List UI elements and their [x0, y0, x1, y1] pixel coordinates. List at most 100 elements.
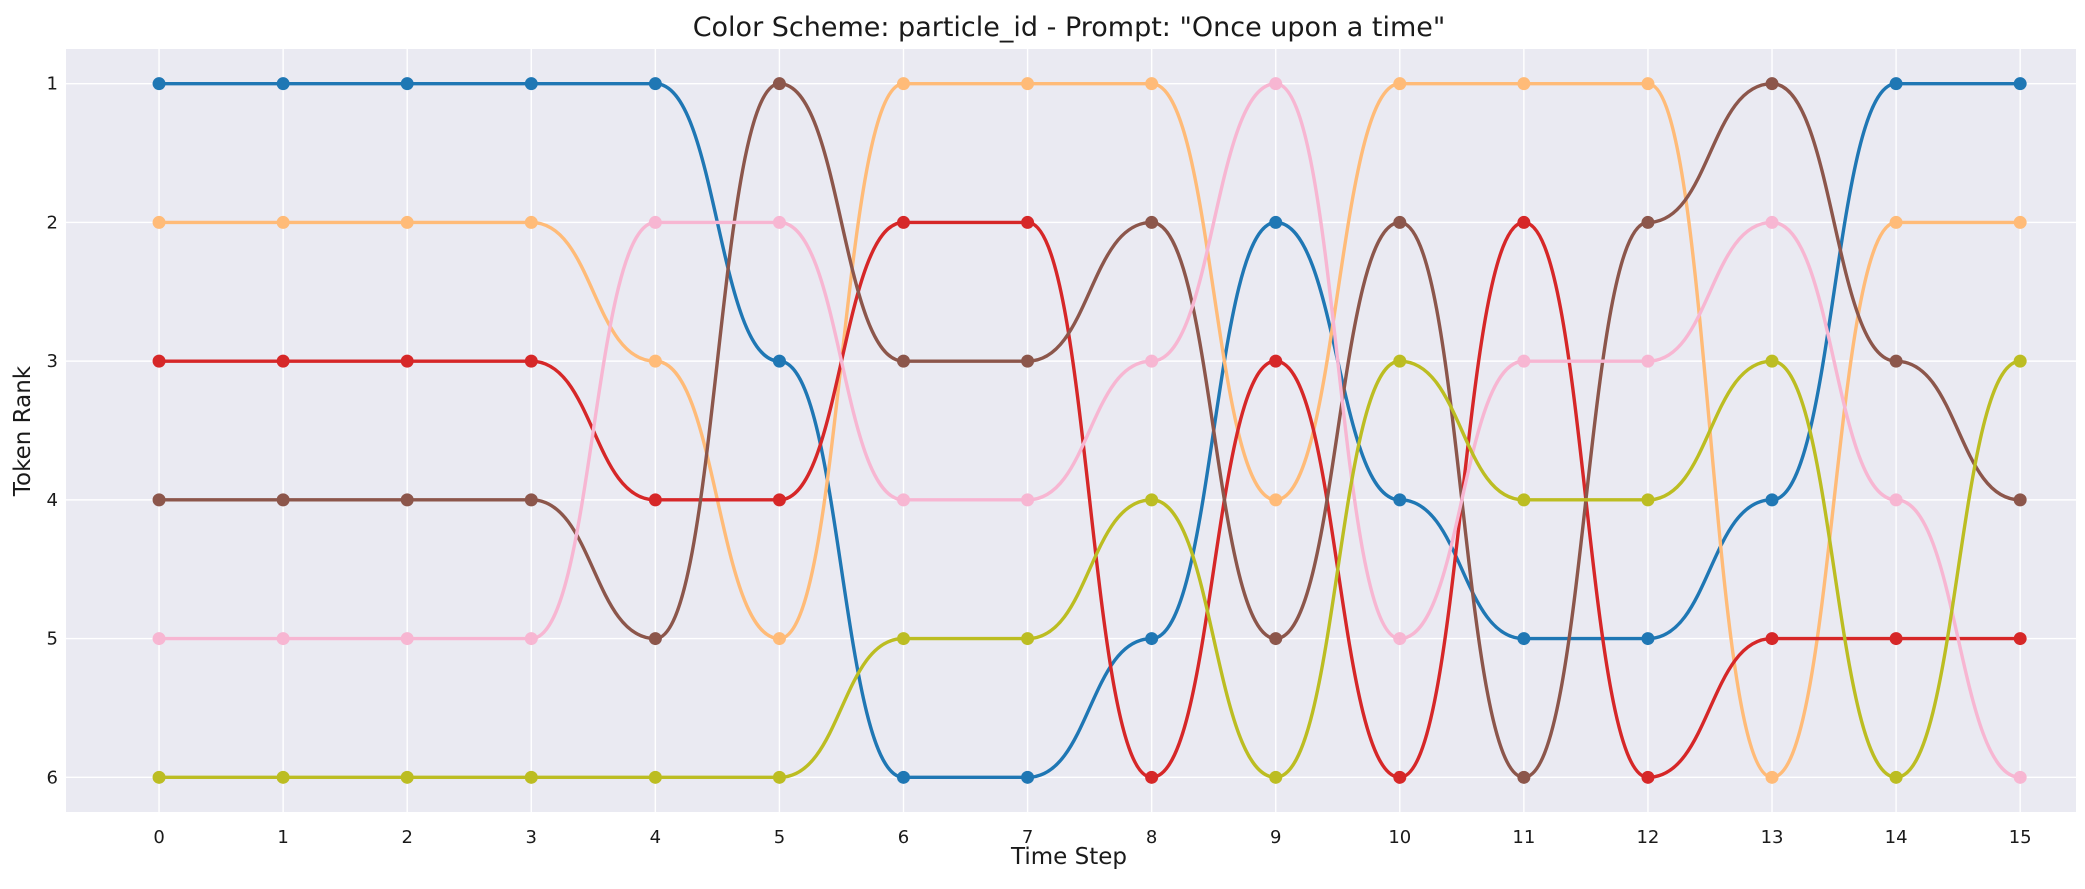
data-point: [1393, 770, 1407, 784]
data-point: [1765, 493, 1779, 507]
x-tick-label: 3: [526, 827, 537, 848]
series-1: [152, 77, 2027, 784]
data-point: [524, 493, 538, 507]
data-point: [1269, 77, 1283, 91]
data-point: [1145, 354, 1159, 368]
data-point: [772, 632, 786, 646]
data-point: [400, 215, 414, 229]
x-axis-label: Time Step: [1010, 844, 1127, 870]
data-point: [1641, 770, 1655, 784]
data-point: [1889, 354, 1903, 368]
x-tick-label: 0: [153, 827, 164, 848]
data-point: [1269, 354, 1283, 368]
series-lines: [152, 77, 2027, 784]
series-2: [152, 77, 2027, 784]
x-tick-label: 10: [1388, 827, 1411, 848]
series-line: [157, 359, 2022, 780]
data-point: [1145, 770, 1159, 784]
data-point: [648, 632, 662, 646]
x-tick-label: 12: [1636, 827, 1659, 848]
data-point: [772, 493, 786, 507]
data-point: [1765, 632, 1779, 646]
x-tick-label: 4: [650, 827, 661, 848]
data-point: [648, 215, 662, 229]
data-point: [1393, 354, 1407, 368]
x-tick-label: 1: [277, 827, 288, 848]
x-tick-label: 2: [401, 827, 412, 848]
data-point: [1889, 632, 1903, 646]
data-point: [2013, 770, 2027, 784]
data-point: [772, 77, 786, 91]
data-point: [1269, 215, 1283, 229]
data-point: [276, 493, 290, 507]
data-point: [772, 354, 786, 368]
series-line: [157, 81, 2022, 780]
data-point: [276, 632, 290, 646]
data-point: [276, 770, 290, 784]
data-point: [648, 77, 662, 91]
x-tick-label: 13: [1761, 827, 1784, 848]
data-point: [276, 215, 290, 229]
data-point: [1021, 632, 1035, 646]
data-point: [1765, 770, 1779, 784]
data-point: [897, 770, 910, 784]
data-point: [400, 770, 414, 784]
data-point: [524, 215, 538, 229]
data-point: [1393, 493, 1407, 507]
data-point: [1517, 770, 1531, 784]
data-point: [1889, 493, 1903, 507]
chart-title: Color Scheme: particle_id - Prompt: "Onc…: [693, 12, 1446, 43]
series-5: [152, 77, 2027, 784]
data-point: [1393, 632, 1407, 646]
data-point: [152, 215, 166, 229]
data-point: [1021, 770, 1035, 784]
data-point: [1393, 215, 1407, 229]
data-point: [1269, 493, 1283, 507]
data-point: [648, 354, 662, 368]
data-point: [1641, 77, 1655, 91]
data-point: [1889, 770, 1903, 784]
x-tick-label: 14: [1885, 827, 1908, 848]
data-point: [400, 493, 414, 507]
data-point: [1641, 493, 1655, 507]
y-tick-label: 5: [47, 629, 58, 650]
data-point: [1145, 215, 1159, 229]
data-point: [400, 354, 414, 368]
data-point: [897, 493, 910, 507]
data-point: [1021, 493, 1035, 507]
x-tick-label: 15: [2009, 827, 2032, 848]
data-point: [1765, 77, 1779, 91]
data-point: [1765, 354, 1779, 368]
data-point: [400, 77, 414, 91]
data-point: [524, 632, 538, 646]
series-3: [152, 215, 2027, 784]
data-point: [152, 493, 166, 507]
data-point: [152, 354, 166, 368]
data-point: [400, 632, 414, 646]
data-point: [1145, 77, 1159, 91]
data-point: [1641, 215, 1655, 229]
data-point: [1889, 215, 1903, 229]
data-point: [897, 215, 910, 229]
data-point: [1765, 215, 1779, 229]
data-point: [1889, 77, 1903, 91]
data-point: [772, 215, 786, 229]
data-point: [276, 77, 290, 91]
y-tick-label: 6: [47, 767, 58, 788]
series-line: [157, 220, 2022, 780]
y-tick-label: 4: [47, 490, 58, 511]
data-point: [276, 354, 290, 368]
x-tick-label: 5: [774, 827, 785, 848]
x-tick-label: 6: [898, 827, 909, 848]
series-line: [157, 81, 2022, 780]
data-point: [2013, 354, 2027, 368]
x-tick-label: 9: [1270, 827, 1281, 848]
data-point: [2013, 215, 2027, 229]
data-point: [897, 354, 910, 368]
data-point: [1641, 632, 1655, 646]
data-point: [1517, 632, 1531, 646]
data-point: [2013, 632, 2027, 646]
